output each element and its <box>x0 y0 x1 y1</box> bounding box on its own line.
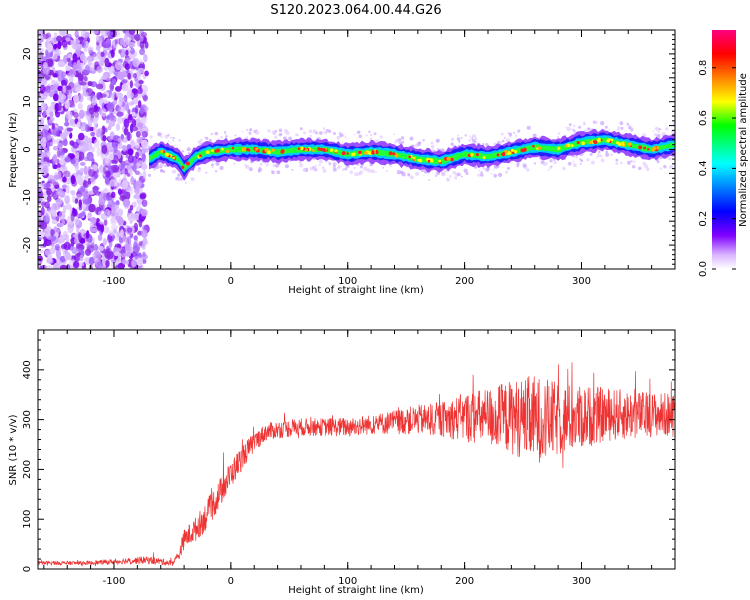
snr-xlabel: Height of straight line (km) <box>288 585 424 596</box>
ridge-green <box>149 137 675 172</box>
snr-panel: -100 0 100 200 300 0 100 200 300 400 Height of st… <box>8 329 676 596</box>
snr-ticks: -100 0 100 200 300 0 100 200 300 400 <box>22 329 676 587</box>
snr-series-line <box>38 362 675 567</box>
x-tick-label: 0 <box>228 276 234 287</box>
y-tick-label: -10 <box>22 189 33 205</box>
colorbar-tick-label: 0.4 <box>698 160 709 176</box>
colorbar-label: Normalized spectral amplitude <box>738 73 749 227</box>
spectrogram-xlabel: Height of straight line (km) <box>288 285 424 296</box>
y-tick-label: 400 <box>22 360 33 379</box>
x-tick-label: 200 <box>455 576 474 587</box>
noise-speckle <box>38 30 150 269</box>
x-tick-label: 100 <box>338 276 357 287</box>
colorbar-tick-label: 0.0 <box>698 261 709 277</box>
x-tick-label: -100 <box>103 276 126 287</box>
colorbar-tick-label: 0.2 <box>698 211 709 227</box>
colorbar-ticks: 0.0 0.2 0.4 0.6 0.8 <box>698 60 736 277</box>
colorbar-tick-label: 0.6 <box>698 110 709 126</box>
y-tick-label: 200 <box>22 460 33 479</box>
y-tick-label: 20 <box>22 48 33 61</box>
y-tick-label: 0 <box>22 566 33 572</box>
x-tick-label: 300 <box>572 576 591 587</box>
ridge-peaks <box>160 137 659 170</box>
spectrogram-ylabel: Frequency (Hz) <box>8 112 19 188</box>
y-tick-label: -20 <box>22 237 33 253</box>
colorbar: 0.0 0.2 0.4 0.6 0.8 Normalized spectral ampl… <box>698 30 749 277</box>
snr-frame <box>37 329 676 570</box>
x-tick-label: 100 <box>338 576 357 587</box>
snr-ylabel: SNR (10 * v/v) <box>8 414 19 485</box>
colorbar-tick-label: 0.8 <box>698 60 709 76</box>
y-tick-label: 10 <box>22 95 33 108</box>
snr-trace <box>38 362 675 567</box>
x-tick-label: 0 <box>228 576 234 587</box>
y-tick-label: 100 <box>22 510 33 529</box>
figure-title: S120.2023.064.00.44.G26 <box>270 3 441 18</box>
x-tick-label: -100 <box>103 576 126 587</box>
ridge-cyan <box>149 135 675 173</box>
spectrogram-image <box>38 30 675 269</box>
x-tick-label: 300 <box>572 276 591 287</box>
x-tick-label: 200 <box>455 276 474 287</box>
colorbar-gradient <box>712 30 736 269</box>
y-tick-label: 300 <box>22 410 33 429</box>
y-tick-label: 0 <box>22 146 33 152</box>
